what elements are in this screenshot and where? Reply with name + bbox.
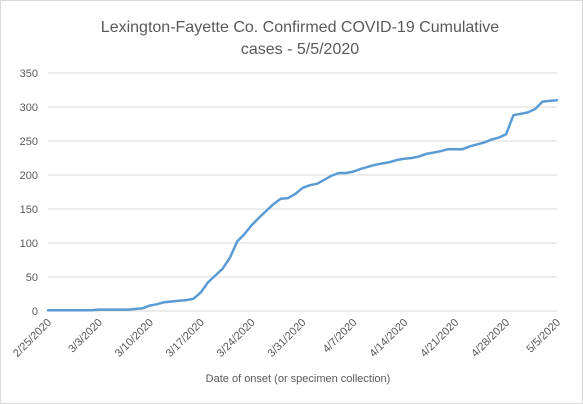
y-tick-label: 50 [26,272,38,284]
y-tick-label: 150 [20,204,38,216]
y-tick-label: 300 [20,102,38,114]
y-tick-label: 350 [20,68,38,80]
y-tick-label: 200 [20,170,38,182]
x-axis-label: Date of onset (or specimen collection) [206,373,391,385]
y-tick-label: 100 [20,238,38,250]
chart-title-line: Lexington-Fayette Co. Confirmed COVID-19… [101,19,499,36]
data-line [46,98,559,312]
chart-title-line: cases - 5/5/2020 [241,41,359,58]
y-tick-label: 0 [32,306,38,318]
y-tick-label: 250 [20,136,38,148]
